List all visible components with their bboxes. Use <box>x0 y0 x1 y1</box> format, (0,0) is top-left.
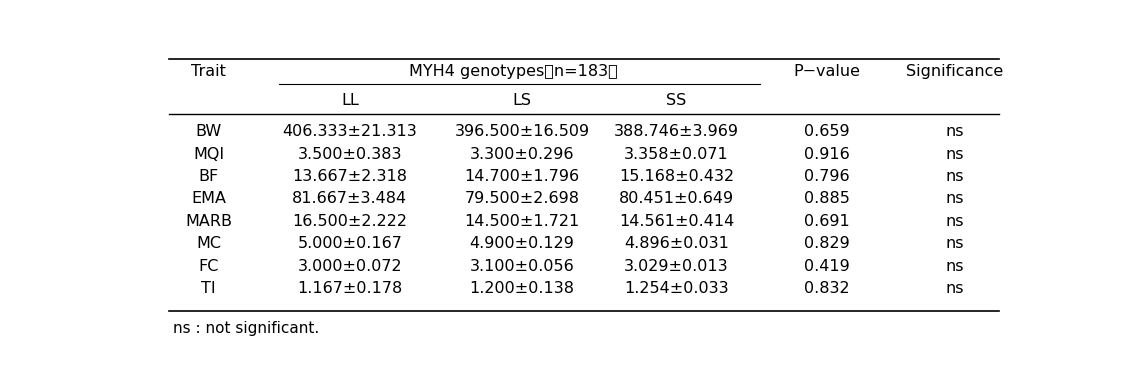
Text: 0.829: 0.829 <box>804 236 850 251</box>
Text: SS: SS <box>666 93 687 108</box>
Text: 4.896±0.031: 4.896±0.031 <box>624 236 729 251</box>
Text: ns: ns <box>945 169 964 184</box>
Text: 0.419: 0.419 <box>804 259 850 274</box>
Text: P−value: P−value <box>793 64 860 80</box>
Text: ns: ns <box>945 147 964 162</box>
Text: 13.667±2.318: 13.667±2.318 <box>293 169 408 184</box>
Text: 4.900±0.129: 4.900±0.129 <box>469 236 574 251</box>
Text: LS: LS <box>513 93 532 108</box>
Text: 0.832: 0.832 <box>804 281 850 296</box>
Text: 14.500±1.721: 14.500±1.721 <box>465 214 580 229</box>
Text: 0.796: 0.796 <box>804 169 850 184</box>
Text: ns: ns <box>945 124 964 139</box>
Text: 3.500±0.383: 3.500±0.383 <box>297 147 402 162</box>
Text: ns: ns <box>945 191 964 206</box>
Text: 3.029±0.013: 3.029±0.013 <box>624 259 729 274</box>
Text: 1.167±0.178: 1.167±0.178 <box>297 281 402 296</box>
Text: ns: ns <box>945 214 964 229</box>
Text: 388.746±3.969: 388.746±3.969 <box>614 124 739 139</box>
Text: BW: BW <box>196 124 222 139</box>
Text: 3.300±0.296: 3.300±0.296 <box>469 147 574 162</box>
Text: 0.916: 0.916 <box>804 147 850 162</box>
Text: LL: LL <box>341 93 359 108</box>
Text: MC: MC <box>196 236 221 251</box>
Text: 0.691: 0.691 <box>804 214 850 229</box>
Text: 81.667±3.484: 81.667±3.484 <box>293 191 408 206</box>
Text: ns: ns <box>945 259 964 274</box>
Text: ns : not significant.: ns : not significant. <box>173 321 320 336</box>
Text: 1.200±0.138: 1.200±0.138 <box>469 281 574 296</box>
Text: 396.500±16.509: 396.500±16.509 <box>454 124 590 139</box>
Text: 3.000±0.072: 3.000±0.072 <box>297 259 402 274</box>
Text: MYH4 genotypes（n=183）: MYH4 genotypes（n=183） <box>409 64 617 80</box>
Text: 15.168±0.432: 15.168±0.432 <box>618 169 734 184</box>
Text: 79.500±2.698: 79.500±2.698 <box>465 191 580 206</box>
Text: 14.700±1.796: 14.700±1.796 <box>465 169 580 184</box>
Text: TI: TI <box>202 281 216 296</box>
Text: 3.358±0.071: 3.358±0.071 <box>624 147 729 162</box>
Text: ns: ns <box>945 281 964 296</box>
Text: 0.659: 0.659 <box>804 124 850 139</box>
Text: Significance: Significance <box>906 64 1003 80</box>
Text: Trait: Trait <box>191 64 226 80</box>
Text: 406.333±21.313: 406.333±21.313 <box>282 124 417 139</box>
Text: 0.885: 0.885 <box>803 191 850 206</box>
Text: FC: FC <box>198 259 219 274</box>
Text: BF: BF <box>198 169 219 184</box>
Text: 5.000±0.167: 5.000±0.167 <box>297 236 402 251</box>
Text: 14.561±0.414: 14.561±0.414 <box>618 214 734 229</box>
Text: 3.100±0.056: 3.100±0.056 <box>469 259 574 274</box>
Text: 16.500±2.222: 16.500±2.222 <box>293 214 408 229</box>
Text: 80.451±0.649: 80.451±0.649 <box>618 191 734 206</box>
Text: MQI: MQI <box>192 147 224 162</box>
Text: MARB: MARB <box>185 214 232 229</box>
Text: 1.254±0.033: 1.254±0.033 <box>624 281 729 296</box>
Text: ns: ns <box>945 236 964 251</box>
Text: EMA: EMA <box>191 191 226 206</box>
